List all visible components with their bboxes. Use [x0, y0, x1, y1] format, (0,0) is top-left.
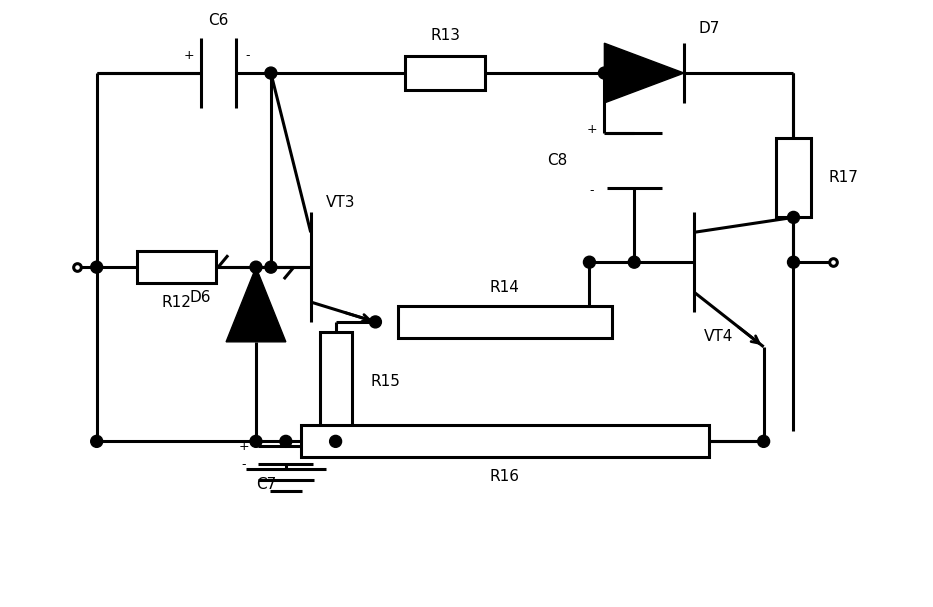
- Bar: [776, 138, 811, 217]
- Circle shape: [758, 435, 770, 447]
- Circle shape: [250, 261, 262, 273]
- Circle shape: [91, 435, 103, 447]
- Circle shape: [787, 256, 800, 268]
- Circle shape: [583, 256, 595, 268]
- Bar: [320, 332, 352, 432]
- Circle shape: [265, 67, 277, 79]
- Circle shape: [250, 435, 262, 447]
- Text: C8: C8: [547, 152, 567, 168]
- Text: +: +: [184, 49, 195, 62]
- Text: VT3: VT3: [326, 195, 355, 210]
- Text: C6: C6: [208, 13, 229, 28]
- Circle shape: [329, 435, 341, 447]
- Circle shape: [280, 435, 292, 447]
- Text: R17: R17: [829, 170, 858, 185]
- Text: VT4: VT4: [703, 330, 733, 344]
- Bar: [397, 306, 612, 338]
- Bar: [405, 56, 485, 90]
- Text: +: +: [238, 440, 249, 453]
- Circle shape: [628, 256, 640, 268]
- Text: R12: R12: [161, 294, 191, 310]
- Text: C7: C7: [256, 476, 276, 492]
- Text: -: -: [245, 49, 250, 62]
- Text: -: -: [242, 458, 245, 471]
- Text: R15: R15: [370, 374, 400, 389]
- Text: -: -: [590, 184, 594, 197]
- Circle shape: [598, 67, 610, 79]
- Polygon shape: [605, 43, 684, 103]
- Circle shape: [265, 261, 277, 273]
- Text: R16: R16: [490, 469, 520, 484]
- Circle shape: [787, 211, 800, 223]
- Text: D6: D6: [189, 290, 211, 305]
- Polygon shape: [226, 267, 285, 342]
- Text: +: +: [587, 123, 597, 137]
- Bar: [136, 251, 216, 283]
- Text: D7: D7: [699, 21, 720, 36]
- Circle shape: [91, 261, 103, 273]
- Bar: [300, 426, 709, 457]
- Text: R13: R13: [430, 28, 460, 42]
- Circle shape: [369, 316, 382, 328]
- Text: R14: R14: [490, 280, 520, 294]
